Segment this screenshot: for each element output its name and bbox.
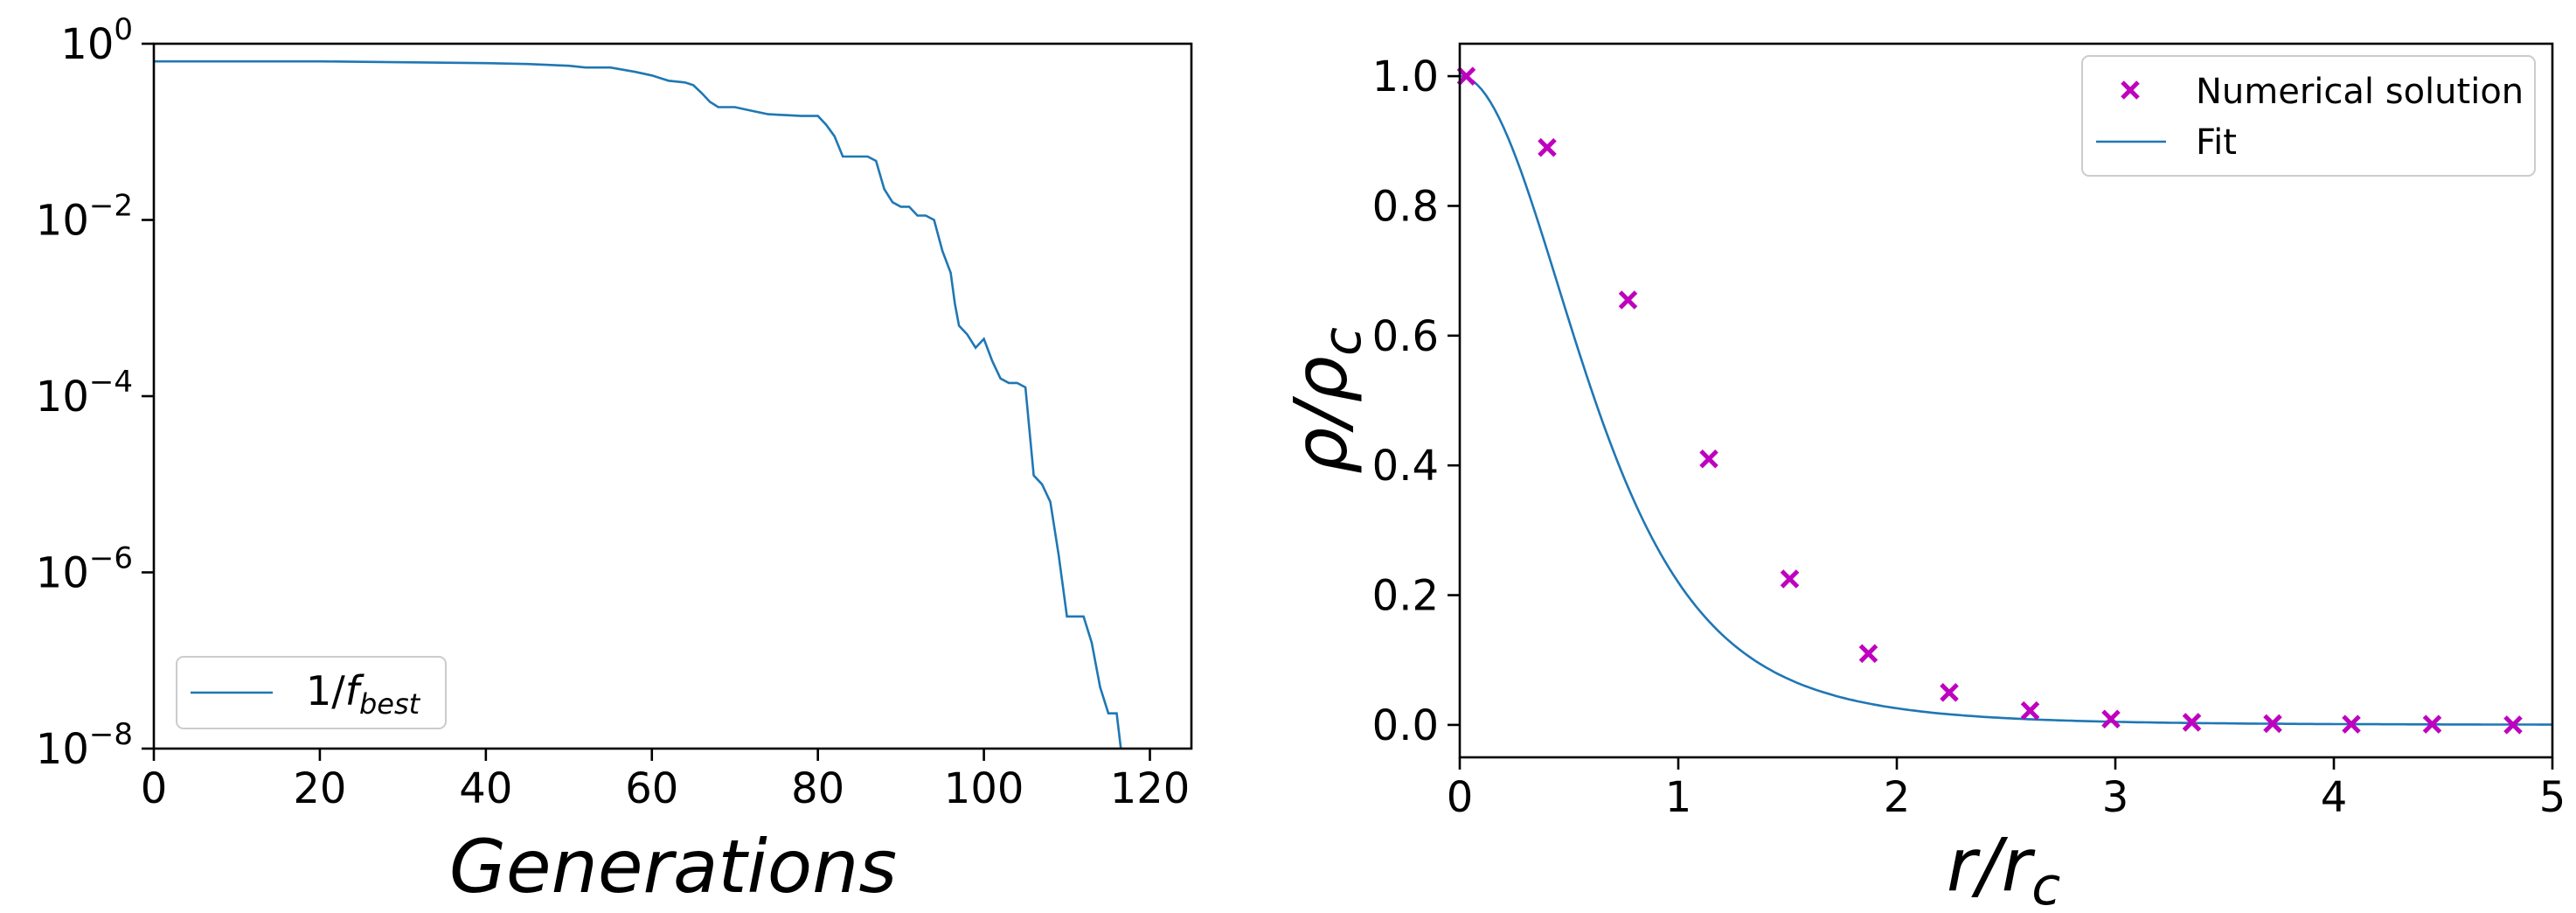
left-x-tick-label: 40 <box>459 764 512 813</box>
scatter-point-stroke <box>1456 66 1476 86</box>
left-y-tick-base: 10 <box>36 373 89 422</box>
scatter-point-numerical-solution <box>1456 66 1476 86</box>
right-y-tick-label: 1.0 <box>1372 52 1439 101</box>
left-x-tick-label: 120 <box>1110 764 1191 813</box>
scatter-point-stroke <box>1858 644 1878 664</box>
right-y-tick-label: 0.4 <box>1372 442 1439 491</box>
left-y-tick-exp: −4 <box>89 365 133 400</box>
left-y-tick-label: 10−8 <box>36 717 133 774</box>
left-y-tick-label: 10−6 <box>36 541 133 598</box>
right-x-axis-label-sub: c <box>2031 856 2060 913</box>
right-plot-area <box>1456 66 2552 735</box>
scatter-point-stroke <box>1538 137 1557 157</box>
right-y-tick-label: 0.6 <box>1372 312 1439 361</box>
right-x-tick-label: 5 <box>2539 773 2566 822</box>
right-y-tick-label: 0.2 <box>1372 572 1439 621</box>
left-x-tick-label: 80 <box>791 764 844 813</box>
left-y-tick-base: 10 <box>36 725 89 774</box>
right-legend-box <box>2081 55 2536 177</box>
right-y-axis-label-main: ρ/ρ <box>1278 356 1364 474</box>
left-axes-frame <box>152 42 1193 750</box>
right-x-tick-label: 4 <box>2321 773 2348 822</box>
right-y-axis-label: ρ/ρc <box>1278 327 1373 474</box>
left-y-tick-exp: 0 <box>114 12 133 47</box>
scatter-point-numerical-solution <box>2020 700 2040 721</box>
scatter-point-numerical-solution <box>1618 290 1638 310</box>
right-x-axis-label-main: r/r <box>1947 822 2036 908</box>
right-x-tick-label: 1 <box>1665 773 1692 822</box>
right-axis-ticks: 0 1 2 3 4 5 0.0 0.2 0.4 0.6 0.8 1.0 <box>1372 52 2566 822</box>
scatter-point-numerical-solution <box>1858 644 1878 664</box>
scatter-point-numerical-solution <box>2182 713 2202 732</box>
scatter-point-numerical-solution <box>2263 714 2282 734</box>
scatter-point-stroke <box>2182 713 2202 732</box>
left-y-tick-exp: −8 <box>89 717 133 752</box>
scatter-point-numerical-solution <box>2101 709 2121 729</box>
right-x-axis-label: r/rc <box>1947 822 2060 913</box>
left-plot-area <box>154 59 1123 749</box>
scatter-point-stroke <box>2422 714 2442 734</box>
left-x-tick-label: 0 <box>141 764 168 813</box>
series-line-fit <box>1459 74 2552 726</box>
right-legend: Numerical solution Fit <box>2081 55 2536 177</box>
left-x-tick-label: 60 <box>625 764 678 813</box>
right-x-tick-label: 0 <box>1447 773 1474 822</box>
scatter-point-numerical-solution <box>1538 137 1557 157</box>
right-y-tick-label: 0.0 <box>1372 701 1439 750</box>
left-x-tick-label: 20 <box>293 764 346 813</box>
right-axes-frame <box>1458 42 2554 759</box>
scatter-point-stroke <box>2020 700 2040 721</box>
scatter-point-stroke <box>1940 683 1959 702</box>
right-legend-marker-x <box>2121 80 2140 100</box>
scatter-point-numerical-solution <box>1780 569 1800 589</box>
right-y-axis-label-sub: c <box>1312 327 1373 356</box>
left-y-tick-base: 10 <box>36 549 89 598</box>
left-y-tick-exp: −6 <box>89 541 133 576</box>
scatter-point-numerical-solution <box>1940 683 1959 702</box>
left-legend: 1/fbest <box>176 656 447 729</box>
scatter-point-numerical-solution <box>2422 714 2442 734</box>
series-line-1-f-best <box>154 59 1123 749</box>
scatter-point-stroke <box>2101 709 2121 729</box>
left-legend-label: 1/fbest <box>306 667 421 721</box>
left-y-tick-label: 10−4 <box>36 365 133 422</box>
left-y-tick-base: 10 <box>36 197 89 246</box>
left-legend-label-main: 1/ <box>306 667 345 714</box>
left-y-tick-label: 100 <box>60 12 133 69</box>
right-chart: 0 1 2 3 4 5 0.0 0.2 0.4 0.6 0.8 1.0 Numerical solut… <box>1278 42 2566 913</box>
left-x-axis-label: Generations <box>449 824 897 910</box>
scatter-point-numerical-solution <box>1699 449 1718 469</box>
scatter-point-stroke <box>2263 714 2282 734</box>
scatter-point-stroke <box>2503 715 2523 735</box>
scatter-point-numerical-solution <box>2342 714 2361 734</box>
scatter-point-stroke <box>2342 714 2361 734</box>
left-y-tick-base: 10 <box>60 20 114 69</box>
left-legend-label-sub: best <box>359 687 421 721</box>
left-y-tick-label: 10−2 <box>36 189 133 246</box>
left-legend-box <box>176 656 447 729</box>
right-x-tick-label: 3 <box>2102 773 2129 822</box>
scatter-point-stroke <box>1699 449 1718 469</box>
right-legend-label-numerical: Numerical solution <box>2196 72 2524 112</box>
scatter-point-stroke <box>1618 290 1638 310</box>
right-legend-label-fit: Fit <box>2196 122 2237 163</box>
scatter-point-stroke <box>1780 569 1800 589</box>
right-x-tick-label: 2 <box>1884 773 1911 822</box>
right-y-tick-label: 0.8 <box>1372 182 1439 231</box>
scatter-point-numerical-solution <box>2503 715 2523 735</box>
left-y-tick-exp: −2 <box>89 189 133 224</box>
left-x-tick-label: 100 <box>944 764 1024 813</box>
